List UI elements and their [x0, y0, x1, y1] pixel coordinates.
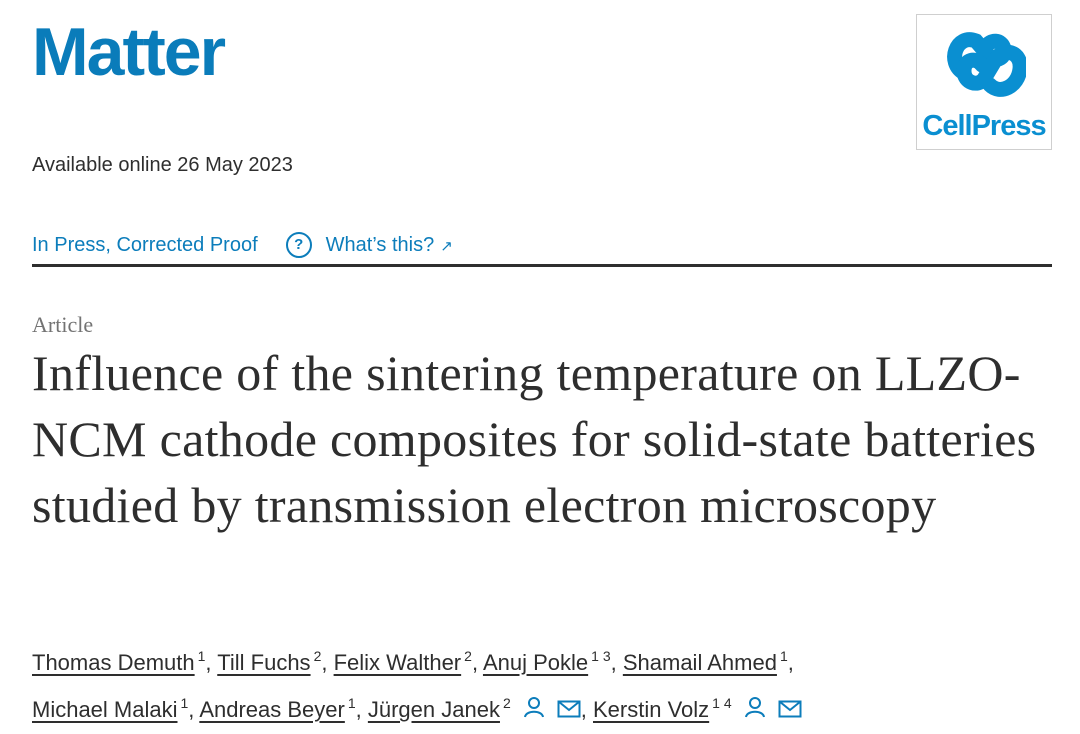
- author-affiliation-ref[interactable]: 1: [347, 695, 356, 711]
- author-name[interactable]: Andreas Beyer: [199, 697, 345, 722]
- author-affiliation-ref[interactable]: 2: [464, 648, 472, 664]
- author-affiliation-ref[interactable]: 1: [180, 695, 189, 711]
- author-name[interactable]: Michael Malaki: [32, 697, 178, 722]
- author-list: Thomas Demuth 1, Till Fuchs 2, Felix Walth…: [32, 636, 1052, 731]
- available-online-date: Available online 26 May 2023: [32, 154, 293, 176]
- author-item: Michael Malaki 1,: [32, 695, 200, 722]
- author-item: Jürgen Janek 2,: [367, 695, 593, 722]
- author-item: Thomas Demuth 1,: [32, 648, 218, 675]
- author-name[interactable]: Felix Walther: [333, 650, 462, 675]
- author-separator: ,: [580, 697, 593, 722]
- in-press-link[interactable]: In Press, Corrected Proof: [32, 233, 258, 256]
- email-icon[interactable]: [557, 691, 581, 731]
- journal-logo[interactable]: Matter: [32, 14, 226, 90]
- cellpress-mark-icon: [947, 32, 1026, 97]
- article-status-row: In Press, Corrected Proof ? What’s this?…: [32, 232, 453, 258]
- author-affiliation-ref[interactable]: 2: [313, 648, 322, 664]
- author-separator: ,: [787, 650, 794, 675]
- article-type: Article: [32, 312, 94, 337]
- email-icon[interactable]: [778, 691, 802, 731]
- author-name[interactable]: Shamail Ahmed: [622, 650, 777, 675]
- author-name[interactable]: Kerstin Volz: [593, 697, 710, 722]
- author-separator: ,: [471, 650, 483, 675]
- person-icon[interactable]: [523, 691, 545, 731]
- publisher-logo-text: CellPress: [922, 110, 1046, 142]
- author-name[interactable]: Jürgen Janek: [367, 697, 500, 722]
- whats-this-label: What’s this?: [325, 233, 435, 256]
- author-item: Shamail Ahmed 1,: [622, 648, 794, 675]
- author-separator: ,: [205, 650, 218, 675]
- author-item: Kerstin Volz 1 4: [593, 695, 802, 722]
- author-separator: ,: [355, 697, 368, 722]
- header-divider: [32, 264, 1052, 267]
- whats-this-link[interactable]: What’s this? ↗: [326, 234, 453, 257]
- author-item: Felix Walther 2,: [333, 648, 483, 675]
- publisher-logo[interactable]: CellPress: [916, 14, 1052, 150]
- author-affiliation-ref[interactable]: 1: [197, 648, 206, 664]
- author-affiliation-ref[interactable]: 1 3: [591, 648, 611, 664]
- author-name[interactable]: Till Fuchs: [217, 650, 311, 675]
- author-separator: ,: [188, 697, 200, 722]
- author-name[interactable]: Thomas Demuth: [32, 650, 195, 675]
- author-separator: ,: [321, 650, 334, 675]
- author-separator: ,: [610, 650, 623, 675]
- author-item: Till Fuchs 2,: [217, 648, 334, 675]
- author-name[interactable]: Anuj Pokle: [482, 650, 589, 675]
- article-title: Influence of the sintering temperature o…: [32, 345, 1037, 533]
- author-affiliation-ref[interactable]: 1: [779, 648, 788, 664]
- external-link-icon: ↗: [440, 237, 453, 255]
- author-item: Andreas Beyer 1,: [199, 695, 368, 722]
- help-circle-icon[interactable]: ?: [285, 232, 312, 258]
- person-icon[interactable]: [744, 691, 766, 731]
- author-affiliation-ref[interactable]: 2: [502, 695, 511, 711]
- author-item: Anuj Pokle 1 3,: [482, 648, 623, 675]
- author-affiliation-ref[interactable]: 1 4: [712, 695, 732, 711]
